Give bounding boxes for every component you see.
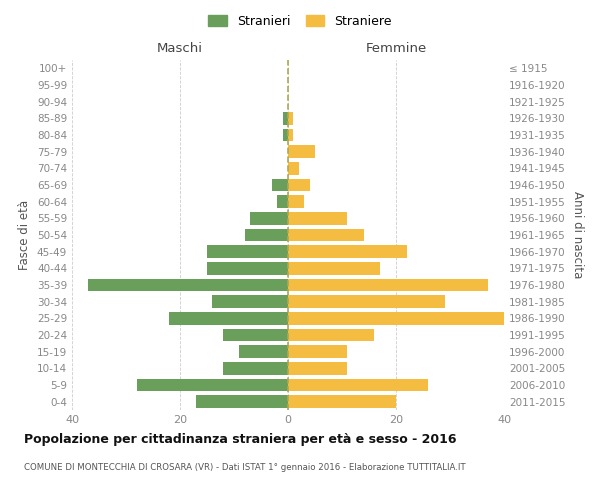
Bar bbox=[288, 329, 374, 341]
Bar bbox=[239, 346, 288, 358]
Bar bbox=[288, 229, 364, 241]
Bar bbox=[288, 396, 396, 408]
Bar bbox=[288, 362, 347, 374]
Bar bbox=[288, 262, 380, 274]
Bar bbox=[288, 179, 310, 192]
Bar bbox=[223, 329, 288, 341]
Text: Maschi: Maschi bbox=[157, 42, 203, 55]
Bar bbox=[288, 146, 315, 158]
Bar bbox=[196, 396, 288, 408]
Bar bbox=[283, 129, 288, 141]
Bar bbox=[137, 379, 288, 391]
Y-axis label: Anni di nascita: Anni di nascita bbox=[571, 192, 584, 278]
Bar bbox=[245, 229, 288, 241]
Bar bbox=[212, 296, 288, 308]
Text: Femmine: Femmine bbox=[365, 42, 427, 55]
Bar bbox=[223, 362, 288, 374]
Bar bbox=[250, 212, 288, 224]
Bar bbox=[88, 279, 288, 291]
Y-axis label: Fasce di età: Fasce di età bbox=[19, 200, 31, 270]
Bar bbox=[288, 246, 407, 258]
Bar bbox=[288, 112, 293, 124]
Bar bbox=[288, 379, 428, 391]
Bar bbox=[272, 179, 288, 192]
Text: COMUNE DI MONTECCHIA DI CROSARA (VR) - Dati ISTAT 1° gennaio 2016 - Elaborazione: COMUNE DI MONTECCHIA DI CROSARA (VR) - D… bbox=[24, 462, 466, 471]
Bar bbox=[288, 162, 299, 174]
Bar bbox=[288, 279, 488, 291]
Bar bbox=[283, 112, 288, 124]
Bar bbox=[288, 129, 293, 141]
Text: Popolazione per cittadinanza straniera per età e sesso - 2016: Popolazione per cittadinanza straniera p… bbox=[24, 432, 457, 446]
Bar bbox=[288, 296, 445, 308]
Legend: Stranieri, Straniere: Stranieri, Straniere bbox=[202, 8, 398, 34]
Bar bbox=[207, 262, 288, 274]
Bar bbox=[169, 312, 288, 324]
Bar bbox=[288, 312, 504, 324]
Bar bbox=[288, 196, 304, 208]
Bar bbox=[207, 246, 288, 258]
Bar bbox=[288, 346, 347, 358]
Bar bbox=[277, 196, 288, 208]
Bar bbox=[288, 212, 347, 224]
